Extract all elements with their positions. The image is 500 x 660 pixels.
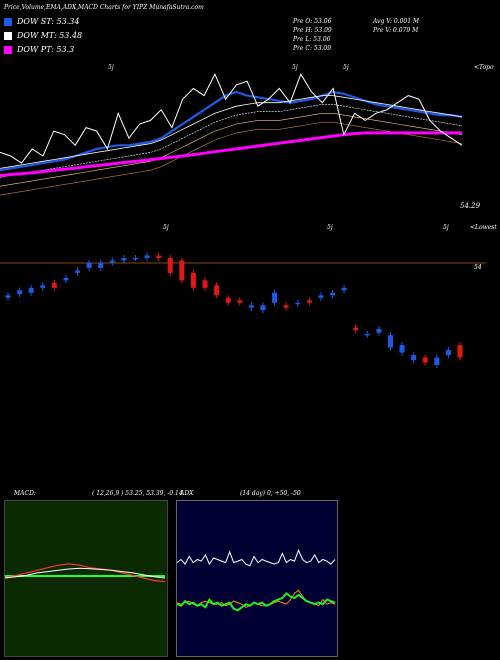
- ema-band-line: [0, 121, 463, 196]
- adx-line-adx: [176, 548, 336, 567]
- candle-body: [63, 277, 69, 281]
- level-label: 54: [474, 264, 482, 271]
- macd-line-signal: [4, 567, 166, 579]
- legend-dow-st: DOW ST: 53.34: [4, 17, 79, 26]
- s-mark: 5j: [292, 64, 298, 71]
- s-mark: 5j: [443, 224, 449, 231]
- candle-body: [422, 357, 428, 363]
- macd-panel: [4, 500, 168, 657]
- candle-body: [17, 290, 23, 295]
- candle-body: [179, 260, 185, 281]
- series-line-dow-pt: [0, 131, 462, 178]
- candle-body: [445, 350, 451, 356]
- candle-body: [353, 327, 359, 331]
- legend-dow-st-label: DOW ST: 53.34: [17, 17, 80, 26]
- candle-body: [190, 272, 196, 288]
- macd-label: MACD:: [14, 490, 36, 497]
- candle-body: [214, 285, 220, 296]
- legend-dow-pt-label: DOW PT: 53.3: [17, 45, 75, 54]
- candle-body: [248, 305, 254, 308]
- series-line-close: [0, 73, 463, 164]
- candle-body: [144, 255, 150, 258]
- stat-pre-high: Pre H: 53.09: [293, 27, 332, 34]
- stat-pre-volume: Pre V: 0.079 M: [373, 27, 419, 34]
- candle-body: [40, 285, 46, 288]
- adx-label: ADX: [180, 490, 194, 497]
- candle-body: [98, 262, 104, 268]
- candle-body: [132, 257, 138, 260]
- stat-pre-open: Pre O: 53.06: [293, 18, 332, 25]
- price-right-label: 54.29: [460, 202, 481, 210]
- candle-body: [75, 270, 81, 273]
- stat-pre-low: Pre L: 53.06: [293, 36, 331, 43]
- adx-params: (14 day) 0, +50, -50: [240, 490, 301, 497]
- candle-body: [121, 257, 127, 261]
- candle-body: [341, 287, 347, 291]
- candle-body: [167, 257, 173, 273]
- series-line-dow-mt: [0, 95, 463, 169]
- chart-title: Price,Volume,EMA,ADX,MACD Charts for YIP…: [4, 4, 204, 11]
- candle-body: [295, 302, 301, 305]
- topo-label: <Topo: [474, 64, 494, 71]
- candle-body: [306, 300, 312, 303]
- candle-body: [434, 357, 440, 366]
- candle-body: [260, 305, 266, 311]
- candle-body: [364, 333, 370, 336]
- candle-body: [272, 292, 278, 303]
- candle-body: [86, 262, 92, 268]
- legend-swatch-white: [4, 31, 12, 40]
- candle-body: [156, 255, 162, 258]
- stat-avg-volume: Avg V: 0.001 M: [373, 18, 420, 25]
- candle-body: [225, 297, 231, 303]
- adx-line-didi: [176, 592, 336, 612]
- candle-body: [5, 295, 11, 298]
- macd-params: ( 12,26,9 ) 53.25, 53.39, -0.14: [92, 490, 183, 497]
- candle-body: [51, 282, 57, 288]
- ema-band-line: [0, 113, 463, 187]
- legend-dow-mt: DOW MT: 53.48: [4, 31, 82, 40]
- legend-dow-pt: DOW PT: 53.3: [4, 45, 74, 54]
- candle-body: [28, 287, 34, 293]
- legend-dow-mt-label: DOW MT: 53.48: [17, 31, 83, 40]
- candle-body: [283, 305, 289, 308]
- candle-body: [330, 292, 336, 296]
- ema-band-line: [0, 104, 463, 178]
- s-mark: 5j: [163, 224, 169, 231]
- candle-body: [237, 300, 243, 303]
- candle-body: [202, 280, 208, 288]
- candle-body: [399, 345, 405, 353]
- s-mark: 5j: [327, 224, 333, 231]
- candle-body: [109, 260, 115, 263]
- candle-body: [457, 345, 463, 358]
- lowest-label: <Lowest: [470, 224, 497, 231]
- s-mark: 5j: [108, 64, 114, 71]
- candle-body: [376, 328, 382, 333]
- legend-swatch-blue: [4, 17, 12, 26]
- stat-pre-close: Pre C: 53.09: [293, 45, 332, 52]
- candle-body: [387, 335, 393, 348]
- adx-panel: [176, 500, 338, 657]
- s-mark: 5j: [343, 64, 349, 71]
- candle-body: [318, 295, 324, 298]
- macd-line-macd: [4, 563, 166, 583]
- candle-body: [411, 355, 417, 361]
- legend-swatch-magenta: [4, 45, 12, 54]
